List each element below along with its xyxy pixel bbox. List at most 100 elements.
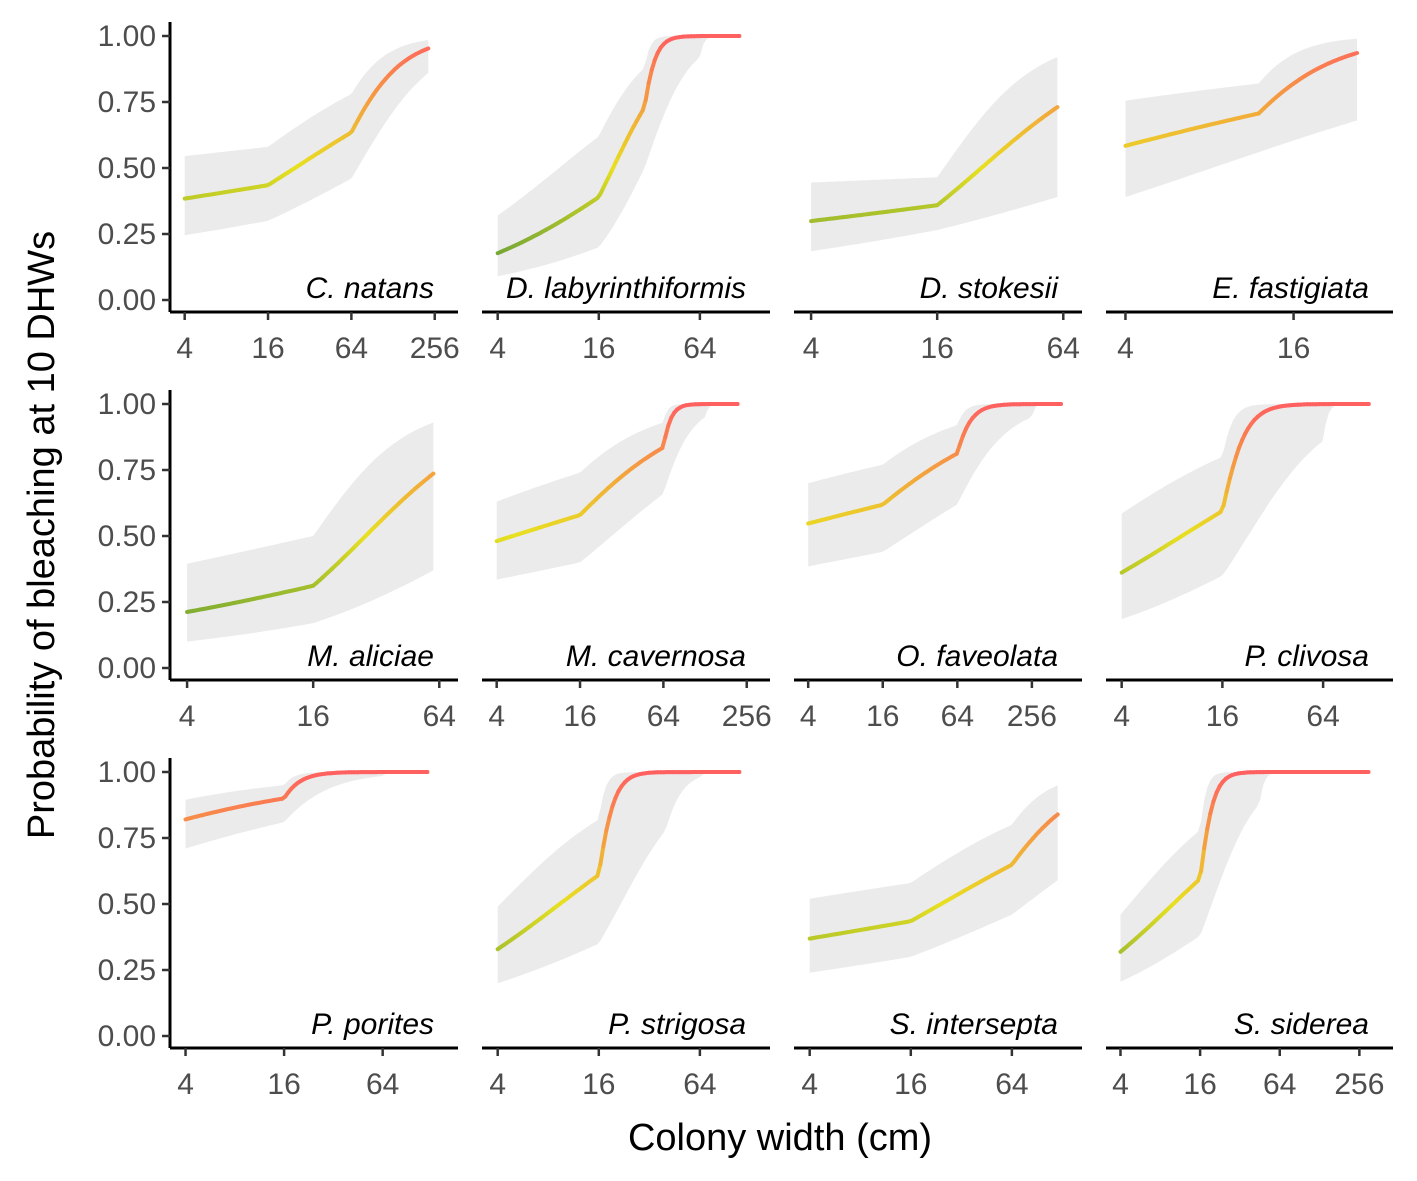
- x-tick-label: 16: [894, 1068, 927, 1101]
- probability-curve: [1118, 770, 1371, 954]
- curve-segment: [598, 844, 606, 867]
- x-tick-label: 16: [1183, 1068, 1216, 1101]
- y-tick-label: 0.00: [98, 284, 156, 317]
- species-label: O. faveolata: [896, 640, 1058, 673]
- x-tick-label: 4: [1112, 1068, 1129, 1101]
- panel-p-porites: 0.00 0.25 0.50 0.75 1.00 4 16 64 P. porites: [98, 756, 458, 1101]
- curve-segment: [1205, 811, 1213, 831]
- probability-curve: [495, 34, 742, 256]
- x-tick-label: 64: [423, 700, 456, 733]
- x-tick-label: 64: [995, 1068, 1028, 1101]
- x-tick-label: 64: [941, 700, 974, 733]
- species-label: S. intersepta: [890, 1008, 1058, 1041]
- x-tick-label: 4: [803, 332, 820, 365]
- curve-segment: [1352, 51, 1359, 56]
- x-tick-label: 256: [1334, 1068, 1384, 1101]
- x-tick-label: 4: [489, 1068, 506, 1101]
- x-tick-label: 16: [866, 700, 899, 733]
- panel-d-labyrinthiformis: 4 16 64 D. labyrinthiformis: [482, 34, 770, 365]
- x-tick-label: 16: [267, 1068, 300, 1101]
- x-tick-label: 256: [722, 700, 772, 733]
- panel-m-cavernosa: 4 16 64 256 M. cavernosa: [482, 402, 772, 733]
- species-label: P. clivosa: [1244, 640, 1369, 673]
- x-tick-label: 64: [1047, 332, 1080, 365]
- x-tick-label: 4: [489, 332, 506, 365]
- y-tick-label: 0.50: [98, 152, 156, 185]
- confidence-ribbon: [808, 404, 1061, 567]
- x-tick-label: 256: [410, 332, 460, 365]
- curve-segment: [646, 67, 654, 86]
- species-label: P. porites: [311, 1008, 434, 1041]
- curve-segment: [1208, 799, 1216, 816]
- panel-c-natans: 0.00 0.25 0.50 0.75 1.00 4 16 64 256 C. natans: [98, 20, 460, 365]
- x-tick-label: 256: [1007, 700, 1057, 733]
- x-tick-label: 4: [176, 332, 193, 365]
- confidence-ribbon: [185, 772, 428, 849]
- x-tick-label: 64: [335, 332, 368, 365]
- curve-segment: [1224, 476, 1232, 494]
- x-tick-label: 4: [1117, 332, 1134, 365]
- probability-curve: [182, 46, 431, 201]
- confidence-ribbon: [1121, 404, 1369, 620]
- x-tick-label: 16: [1277, 332, 1310, 365]
- x-tick-label: 4: [488, 700, 505, 733]
- curve-segment: [1202, 826, 1210, 851]
- panel-m-aliciae: 0.00 0.25 0.50 0.75 1.00 4 16 64 M. aliciae: [98, 388, 458, 733]
- species-label: C. natans: [306, 272, 434, 305]
- y-tick-label: 0.75: [98, 86, 156, 119]
- y-tick-label: 0.00: [98, 1020, 156, 1053]
- confidence-ribbon: [811, 57, 1058, 252]
- curve-segment: [663, 423, 671, 440]
- probability-curve: [1119, 402, 1371, 575]
- x-tick-label: 64: [366, 1068, 399, 1101]
- y-tick-label: 0.75: [98, 822, 156, 855]
- x-tick-label: 4: [1113, 700, 1130, 733]
- y-axis-title: Probability of bleaching at 10 DHWs: [21, 231, 63, 839]
- curve-segment: [643, 81, 651, 103]
- x-tick-label: 64: [683, 332, 716, 365]
- curve-segment: [601, 828, 609, 849]
- probability-curve: [807, 812, 1060, 941]
- x-axis-title: Colony width (cm): [628, 1117, 932, 1159]
- x-tick-label: 64: [683, 1068, 716, 1101]
- panel-e-fastigiata: 4 16 E. fastigiata: [1106, 38, 1393, 365]
- y-tick-label: 0.50: [98, 888, 156, 921]
- panel-s-intersepta: 4 16 64 S. intersepta: [794, 785, 1082, 1101]
- confidence-ribbon: [184, 40, 429, 236]
- probability-curve: [1123, 51, 1359, 148]
- probability-curve: [185, 471, 436, 614]
- x-tick-label: 16: [582, 1068, 615, 1101]
- x-tick-label: 4: [800, 700, 817, 733]
- y-tick-label: 0.25: [98, 586, 156, 619]
- y-tick-label: 0.00: [98, 652, 156, 685]
- y-tick-label: 1.00: [98, 388, 156, 421]
- confidence-ribbon: [497, 772, 740, 984]
- probability-curve: [495, 770, 742, 952]
- confidence-ribbon: [1120, 772, 1369, 982]
- x-tick-label: 16: [251, 332, 284, 365]
- curve-segment: [1052, 812, 1060, 819]
- curve-segment: [604, 815, 612, 833]
- species-label: E. fastigiata: [1212, 272, 1369, 305]
- panel-p-strigosa: 4 16 64 P. strigosa: [482, 770, 770, 1101]
- x-tick-label: 64: [1306, 700, 1339, 733]
- panel-s-siderea: 4 16 64 256 S. siderea: [1106, 770, 1393, 1101]
- confidence-ribbon: [809, 785, 1058, 973]
- confidence-ribbon: [496, 404, 738, 580]
- facet-panels: 0.00 0.25 0.50 0.75 1.00 4 16 64 256 C. natans 4 16…: [98, 20, 1393, 1101]
- species-label: M. cavernosa: [566, 640, 746, 673]
- x-tick-label: 4: [177, 1068, 194, 1101]
- panel-p-clivosa: 4 16 64 P. clivosa: [1106, 402, 1393, 733]
- x-tick-label: 16: [563, 700, 596, 733]
- y-tick-label: 0.50: [98, 520, 156, 553]
- x-tick-label: 64: [1263, 1068, 1296, 1101]
- curve-segment: [1221, 489, 1229, 508]
- probability-curve: [183, 770, 430, 822]
- panel-o-faveolata: 4 16 64 256 O. faveolata: [794, 402, 1082, 733]
- x-tick-label: 64: [647, 700, 680, 733]
- curve-segment: [428, 471, 436, 478]
- confidence-ribbon: [187, 422, 434, 642]
- y-tick-label: 0.25: [98, 954, 156, 987]
- species-label: M. aliciae: [307, 640, 434, 673]
